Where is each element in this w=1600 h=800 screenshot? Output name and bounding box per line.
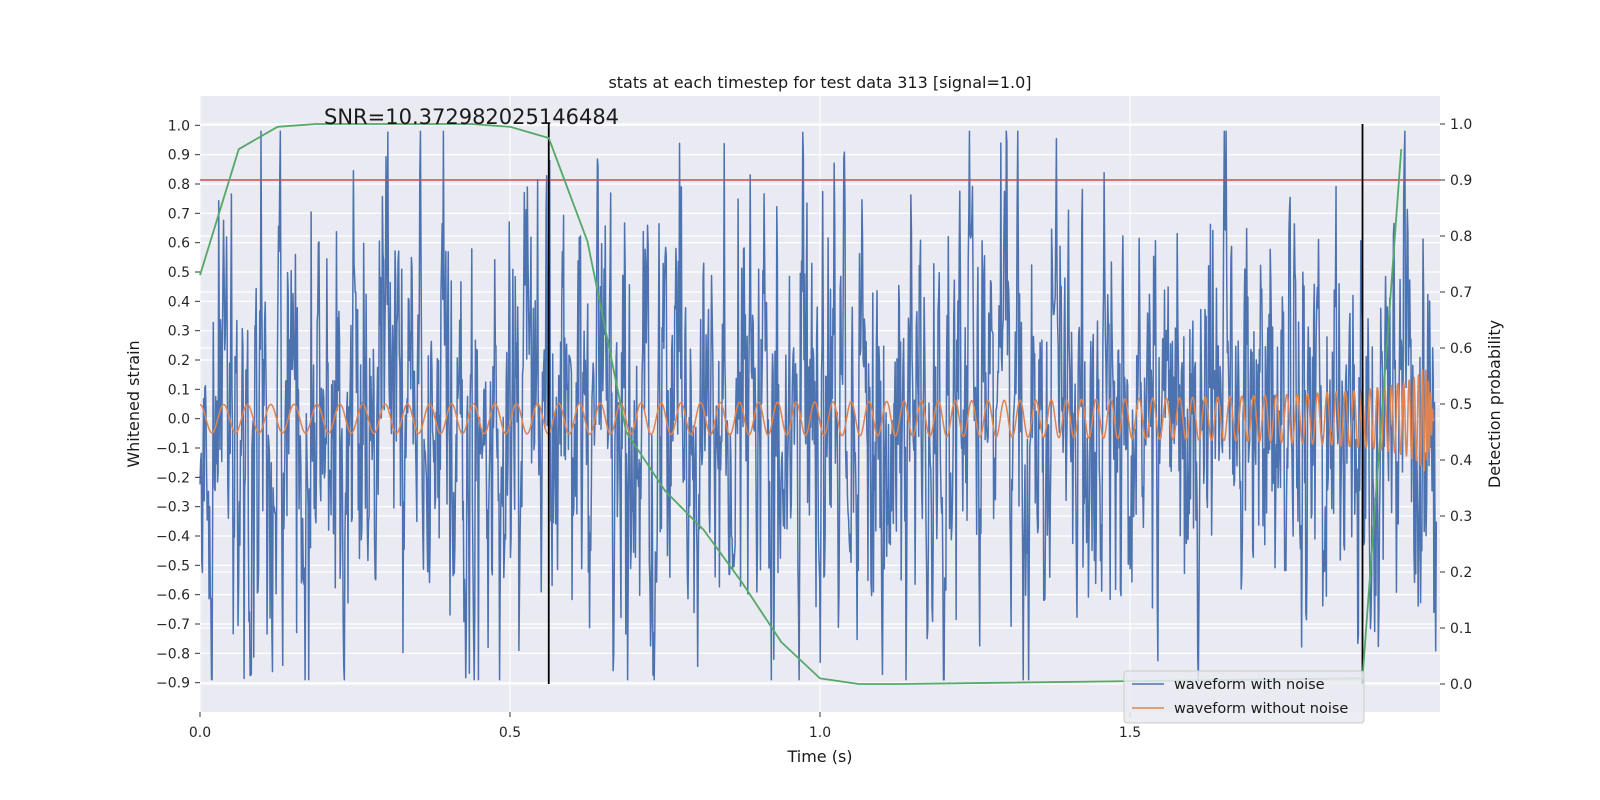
y-tick-label-left: −0.7 — [156, 617, 190, 633]
y-tick-label-left: −0.5 — [156, 558, 190, 574]
y-tick-label-left: −0.3 — [156, 500, 190, 516]
legend-box — [1123, 670, 1365, 724]
y-tick-label-right: 0.0 — [1450, 677, 1472, 693]
legend: waveform with noise waveform without noi… — [1123, 670, 1365, 724]
x-tick-label: 1.5 — [1119, 725, 1141, 741]
chart-title: stats at each timestep for test data 313… — [608, 73, 1031, 92]
y-tick-label-right: 0.7 — [1450, 285, 1472, 301]
axis-ticks: 0.0 0.5 1.0 1.5 1.0 0.9 0.8 0.7 0.6 0.5 0.4 0.3 0.2 0… — [156, 117, 1472, 741]
y-tick-label-left: 1.0 — [168, 118, 190, 134]
y-tick-label-right: 0.4 — [1450, 453, 1472, 469]
x-axis-label: Time (s) — [786, 747, 852, 766]
y-tick-label-left: 0.3 — [168, 324, 190, 340]
y-tick-label-left: 0.8 — [168, 177, 190, 193]
detection-probability-line — [199, 123, 1403, 685]
noisy-waveform-layer — [199, 130, 1438, 681]
y-tick-label-left: −0.4 — [156, 529, 190, 545]
y-tick-label-left: 0.5 — [168, 265, 190, 281]
x-tick-label: 1.0 — [809, 725, 831, 741]
y-tick-label-right: 1.0 — [1450, 117, 1472, 133]
y-tick-label-right: 0.8 — [1450, 229, 1472, 245]
y-axis-label-right: Detection probability — [1485, 320, 1504, 488]
y-tick-label-left: −0.9 — [156, 676, 190, 692]
y-tick-label-left: 0.9 — [168, 148, 190, 164]
y-tick-label-right: 0.9 — [1450, 173, 1472, 189]
x-tick-label: 0.0 — [189, 725, 211, 741]
y-tick-label-left: −0.2 — [156, 470, 190, 486]
y-tick-label-left: 0.7 — [168, 206, 190, 222]
y-tick-label-right: 0.1 — [1450, 621, 1472, 637]
y-tick-label-right: 0.5 — [1450, 397, 1472, 413]
x-tick-label: 0.5 — [499, 725, 521, 741]
y-tick-label-right: 0.6 — [1450, 341, 1472, 357]
noisy-waveform-line — [199, 130, 1438, 681]
snr-annotation: SNR=10.372982025146484 — [324, 105, 619, 129]
y-tick-label-left: −0.8 — [156, 646, 190, 662]
y-tick-label-left: 0.1 — [168, 382, 190, 398]
y-tick-label-left: 0.0 — [168, 412, 190, 428]
clean-waveform-layer — [199, 369, 1435, 472]
y-tick-label-left: −0.6 — [156, 588, 190, 604]
legend-label-noisy: waveform with noise — [1174, 677, 1325, 693]
y-tick-label-left: 0.6 — [168, 236, 190, 252]
legend-label-clean: waveform without noise — [1174, 701, 1348, 717]
y-tick-label-left: 0.4 — [168, 294, 190, 310]
y-tick-label-right: 0.3 — [1450, 509, 1472, 525]
overlay-layer — [199, 123, 1440, 685]
y-axis-label-left: Whitened strain — [124, 340, 143, 467]
y-tick-label-left: 0.2 — [168, 353, 190, 369]
y-tick-label-left: −0.1 — [156, 441, 190, 457]
y-tick-label-right: 0.2 — [1450, 565, 1472, 581]
clean-waveform-line — [199, 369, 1435, 472]
